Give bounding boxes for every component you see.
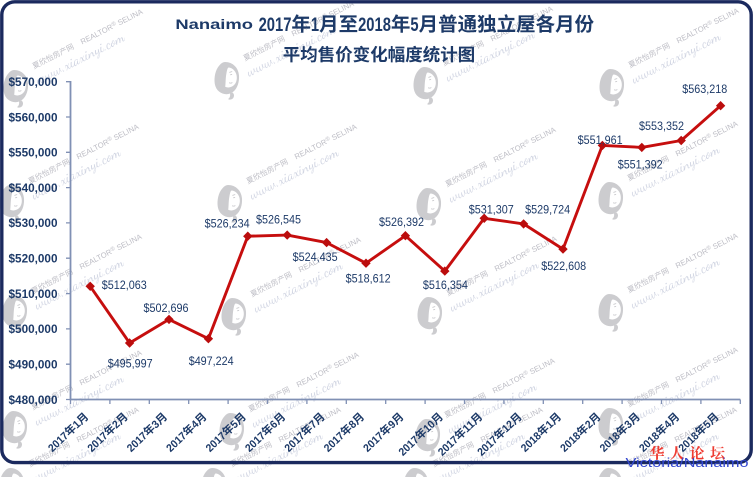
- svg-text:$502,696: $502,696: [144, 301, 189, 315]
- svg-text:2017: 2017: [259, 15, 292, 36]
- svg-text:$518,612: $518,612: [346, 272, 391, 286]
- svg-text:$495,997: $495,997: [108, 356, 153, 370]
- svg-text:$550,000: $550,000: [9, 146, 58, 160]
- svg-text:$490,000: $490,000: [9, 358, 58, 372]
- svg-text:$512,063: $512,063: [102, 278, 147, 292]
- svg-text:$520,000: $520,000: [9, 252, 58, 266]
- svg-text:$522,608: $522,608: [541, 259, 586, 273]
- svg-text:$500,000: $500,000: [9, 322, 58, 336]
- svg-text:$480,000: $480,000: [9, 393, 58, 407]
- svg-text:Nanaimo: Nanaimo: [175, 17, 253, 32]
- svg-text:$524,435: $524,435: [293, 250, 338, 264]
- svg-text:5: 5: [410, 15, 418, 36]
- svg-text:Victoria/Nanaimo: Victoria/Nanaimo: [626, 455, 749, 470]
- svg-text:1: 1: [311, 15, 319, 36]
- svg-text:$497,224: $497,224: [189, 354, 234, 368]
- svg-text:$531,307: $531,307: [469, 203, 514, 217]
- svg-text:$551,392: $551,392: [618, 158, 663, 172]
- svg-text:$530,000: $530,000: [9, 216, 58, 230]
- svg-text:$560,000: $560,000: [9, 110, 58, 124]
- svg-text:$563,218: $563,218: [682, 82, 727, 96]
- svg-text:$553,352: $553,352: [639, 119, 684, 133]
- svg-text:$551,961: $551,961: [578, 133, 623, 147]
- svg-text:$526,545: $526,545: [256, 213, 301, 227]
- svg-text:$526,234: $526,234: [205, 216, 250, 230]
- svg-text:$540,000: $540,000: [9, 181, 58, 195]
- svg-text:$516,354: $516,354: [423, 278, 468, 292]
- svg-text:$510,000: $510,000: [9, 287, 58, 301]
- svg-text:$526,392: $526,392: [379, 215, 424, 229]
- svg-text:$529,724: $529,724: [525, 203, 570, 217]
- svg-text:$570,000: $570,000: [9, 75, 58, 89]
- svg-text:2018: 2018: [358, 15, 391, 36]
